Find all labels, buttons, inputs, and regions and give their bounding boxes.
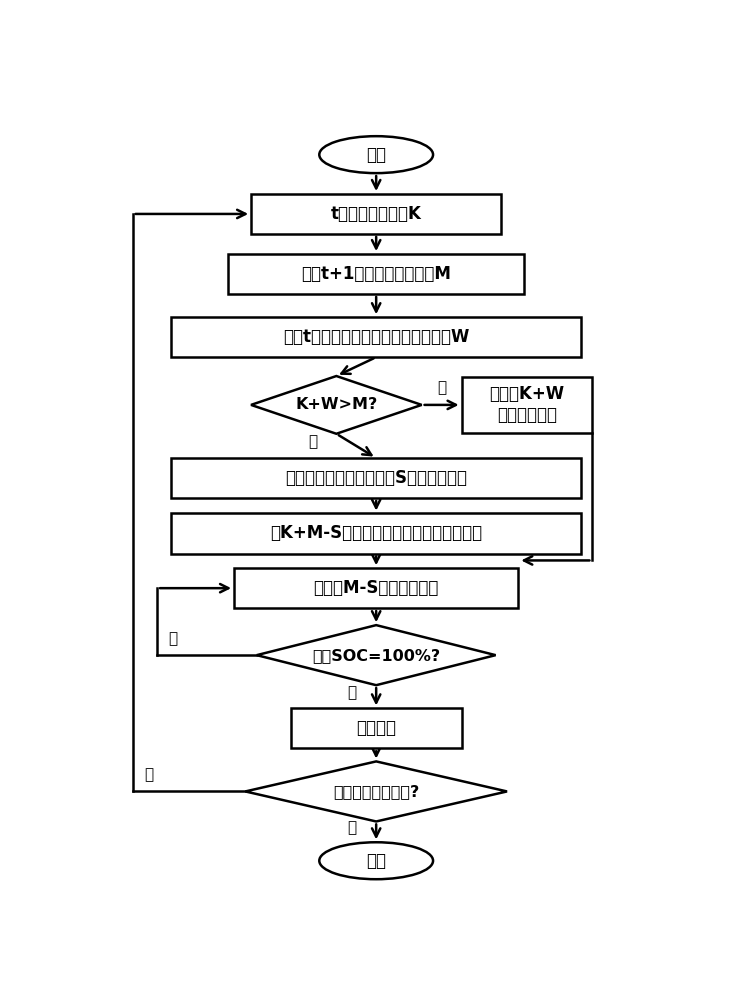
Text: 对人为设置的优先充电的S辆车进行充电: 对人为设置的优先充电的S辆车进行充电 <box>286 469 467 487</box>
FancyBboxPatch shape <box>172 317 581 357</box>
Text: 是: 是 <box>348 821 357 836</box>
Text: 是: 是 <box>348 685 357 700</box>
Polygon shape <box>251 376 421 434</box>
FancyBboxPatch shape <box>462 377 592 433</box>
Text: t时段接入车辆数K: t时段接入车辆数K <box>331 205 421 223</box>
FancyBboxPatch shape <box>228 254 524 294</box>
FancyBboxPatch shape <box>251 194 501 234</box>
Text: 结束: 结束 <box>366 852 386 870</box>
Polygon shape <box>257 625 495 685</box>
Text: 退出该车: 退出该车 <box>356 719 396 737</box>
Text: 是: 是 <box>308 435 317 450</box>
FancyBboxPatch shape <box>291 708 462 748</box>
Text: 选取前M-S辆车进行充电: 选取前M-S辆车进行充电 <box>313 579 439 597</box>
Text: 对所有K+W
辆车进行充电: 对所有K+W 辆车进行充电 <box>490 385 564 424</box>
Text: 所有车辆充电完毕?: 所有车辆充电完毕? <box>333 784 419 799</box>
Text: 否: 否 <box>169 631 178 646</box>
Text: 车辆SOC=100%?: 车辆SOC=100%? <box>312 648 440 663</box>
Ellipse shape <box>319 842 433 879</box>
Text: 预测t+1时段可充电车辆数M: 预测t+1时段可充电车辆数M <box>301 265 451 283</box>
Ellipse shape <box>319 136 433 173</box>
FancyBboxPatch shape <box>172 458 581 498</box>
Text: 否: 否 <box>437 380 446 395</box>
Polygon shape <box>245 761 507 821</box>
FancyBboxPatch shape <box>172 513 581 554</box>
Text: 计算t时段起始点之前未充满电车辆数W: 计算t时段起始点之前未充满电车辆数W <box>283 328 469 346</box>
Text: 开始: 开始 <box>366 146 386 164</box>
Text: 否: 否 <box>144 767 153 782</box>
Text: 对K+M-S辆车剩余容量进行从大到小排序: 对K+M-S辆车剩余容量进行从大到小排序 <box>270 524 482 542</box>
FancyBboxPatch shape <box>234 568 518 608</box>
Text: K+W>M?: K+W>M? <box>295 397 377 412</box>
